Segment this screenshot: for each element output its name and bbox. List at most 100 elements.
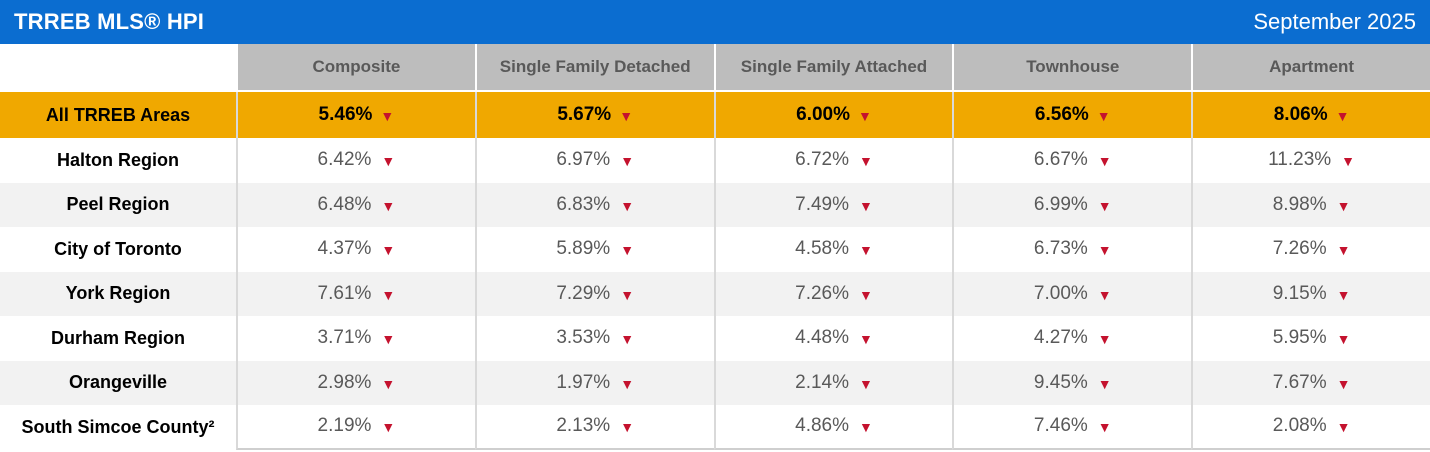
down-triangle-icon: ▼: [619, 108, 634, 124]
row-label: City of Toronto: [54, 238, 182, 259]
down-triangle-icon: ▼: [380, 108, 395, 124]
column-header: Composite: [236, 44, 475, 92]
hpi-value-cell: 7.61% ▼: [236, 271, 475, 316]
hpi-value: 8.98%: [1272, 193, 1327, 215]
hpi-value: 6.67%: [1033, 149, 1088, 171]
hpi-value-cell: 8.06% ▼: [1191, 92, 1430, 138]
row-label: Halton Region: [57, 149, 179, 170]
hpi-value-cell: 5.95% ▼: [1191, 316, 1430, 361]
hpi-value-cell: 2.13% ▼: [474, 405, 714, 450]
hpi-value-cell: 7.46% ▼: [952, 405, 1192, 450]
down-triangle-icon: ▼: [1335, 108, 1350, 124]
hpi-value-cell: 6.00% ▼: [713, 92, 953, 138]
down-triangle-icon: ▼: [1096, 108, 1111, 124]
hpi-value: 7.61%: [317, 282, 372, 304]
down-triangle-icon: ▼: [1341, 153, 1356, 170]
hpi-value-cell: 4.58% ▼: [713, 227, 953, 272]
hpi-value: 3.53%: [556, 327, 611, 349]
table-row: All TRREB Areas 5.46% ▼ 5.67% ▼ 6.00% ▼ 6.56% ▼ 8…: [0, 92, 1430, 138]
hpi-value-cell: 9.15% ▼: [1191, 271, 1430, 316]
hpi-value-cell: 8.98% ▼: [1191, 182, 1430, 227]
hpi-value: 7.29%: [556, 282, 611, 304]
down-triangle-icon: ▼: [620, 286, 635, 303]
hpi-value-cell: 3.53% ▼: [474, 316, 714, 361]
hpi-value-cell: 6.99% ▼: [952, 182, 1191, 227]
down-triangle-icon: ▼: [1336, 375, 1351, 392]
hpi-value-cell: 6.72% ▼: [713, 138, 953, 183]
hpi-value: 9.15%: [1272, 282, 1327, 304]
corner-cell: [0, 44, 236, 92]
hpi-value: 6.72%: [795, 149, 849, 171]
hpi-value: 2.14%: [795, 371, 849, 393]
hpi-value: 7.46%: [1033, 415, 1088, 437]
hpi-value: 11.23%: [1268, 149, 1332, 171]
hpi-value-cell: 3.71% ▼: [236, 316, 475, 361]
hpi-value-cell: 4.37% ▼: [236, 227, 475, 272]
hpi-value-cell: 7.26% ▼: [1191, 227, 1430, 272]
hpi-value-cell: 4.27% ▼: [952, 316, 1191, 361]
hpi-value-cell: 11.23% ▼: [1191, 138, 1430, 183]
row-label: All TRREB Areas: [45, 104, 191, 125]
hpi-value: 6.99%: [1033, 193, 1088, 215]
down-triangle-icon: ▼: [859, 197, 873, 214]
table-row: Halton Region 6.42% ▼ 6.97% ▼ 6.72% ▼ 6.67% ▼ 11.…: [0, 138, 1430, 183]
down-triangle-icon: ▼: [1097, 242, 1112, 259]
down-triangle-icon: ▼: [381, 153, 396, 170]
down-triangle-icon: ▼: [381, 331, 396, 348]
down-triangle-icon: ▼: [620, 375, 635, 392]
hpi-value-cell: 1.97% ▼: [474, 360, 714, 405]
hpi-value-cell: 2.98% ▼: [236, 360, 475, 405]
hpi-value: 2.98%: [317, 371, 372, 393]
row-label: York Region: [65, 283, 171, 304]
hpi-value-cell: 6.97% ▼: [474, 138, 714, 183]
hpi-value: 4.27%: [1033, 327, 1088, 349]
down-triangle-icon: ▼: [1097, 375, 1112, 392]
hpi-value: 4.86%: [795, 415, 849, 437]
table-row: Durham Region 3.71% ▼ 3.53% ▼ 4.48% ▼ 4.27% ▼ 5.9…: [0, 316, 1430, 361]
table-row: City of Toronto 4.37% ▼ 5.89% ▼ 4.58% ▼ 6.73% ▼ 7…: [0, 227, 1430, 272]
hpi-value-cell: 5.46% ▼: [236, 92, 475, 138]
hpi-value-cell: 5.67% ▼: [474, 92, 714, 138]
hpi-value-cell: 6.67% ▼: [952, 138, 1191, 183]
hpi-table: Composite Single Family Detached Single Fa…: [0, 44, 1430, 450]
down-triangle-icon: ▼: [381, 286, 396, 303]
hpi-value: 6.73%: [1033, 238, 1088, 260]
column-header: Single Family Attached: [713, 44, 953, 92]
hpi-value: 5.89%: [556, 238, 611, 260]
down-triangle-icon: ▼: [381, 375, 396, 392]
down-triangle-icon: ▼: [859, 331, 873, 348]
hpi-value: 8.06%: [1273, 104, 1328, 125]
hpi-value-cell: 6.83% ▼: [474, 182, 714, 227]
hpi-value-cell: 7.00% ▼: [952, 271, 1191, 316]
hpi-value-cell: 4.86% ▼: [713, 405, 953, 450]
report-period: September 2025: [1253, 9, 1416, 34]
hpi-value-cell: 9.45% ▼: [952, 360, 1191, 405]
table-row: York Region 7.61% ▼ 7.29% ▼ 7.26% ▼ 7.00% ▼ 9.15%…: [0, 271, 1430, 316]
hpi-value: 2.13%: [556, 415, 611, 437]
down-triangle-icon: ▼: [620, 331, 635, 348]
row-label: Durham Region: [50, 327, 185, 348]
down-triangle-icon: ▼: [859, 153, 873, 170]
hpi-value: 5.46%: [318, 104, 373, 125]
down-triangle-icon: ▼: [858, 108, 872, 124]
hpi-value: 7.26%: [1272, 238, 1327, 260]
hpi-value: 6.97%: [556, 149, 611, 171]
table-row: Orangeville 2.98% ▼ 1.97% ▼ 2.14% ▼ 9.45% ▼ 7.67%…: [0, 360, 1430, 405]
down-triangle-icon: ▼: [859, 419, 873, 436]
column-header: Apartment: [1191, 44, 1430, 92]
hpi-value-cell: 6.56% ▼: [952, 92, 1191, 138]
table-row: South Simcoe County² 2.19% ▼ 2.13% ▼ 4.86% ▼ 7.…: [0, 405, 1430, 450]
down-triangle-icon: ▼: [859, 286, 873, 303]
row-label: South Simcoe County²: [21, 416, 215, 437]
down-triangle-icon: ▼: [1336, 242, 1351, 259]
column-header: Townhouse: [952, 44, 1192, 92]
column-header: Single Family Detached: [474, 44, 714, 92]
hpi-value: 4.48%: [795, 327, 849, 349]
title-bar: TRREB MLS® HPI September 2025: [0, 0, 1430, 44]
hpi-value-cell: 7.29% ▼: [474, 271, 714, 316]
hpi-value: 6.56%: [1034, 104, 1089, 125]
down-triangle-icon: ▼: [1097, 331, 1112, 348]
hpi-value-cell: 6.48% ▼: [236, 182, 475, 227]
down-triangle-icon: ▼: [381, 419, 396, 436]
down-triangle-icon: ▼: [859, 375, 873, 392]
